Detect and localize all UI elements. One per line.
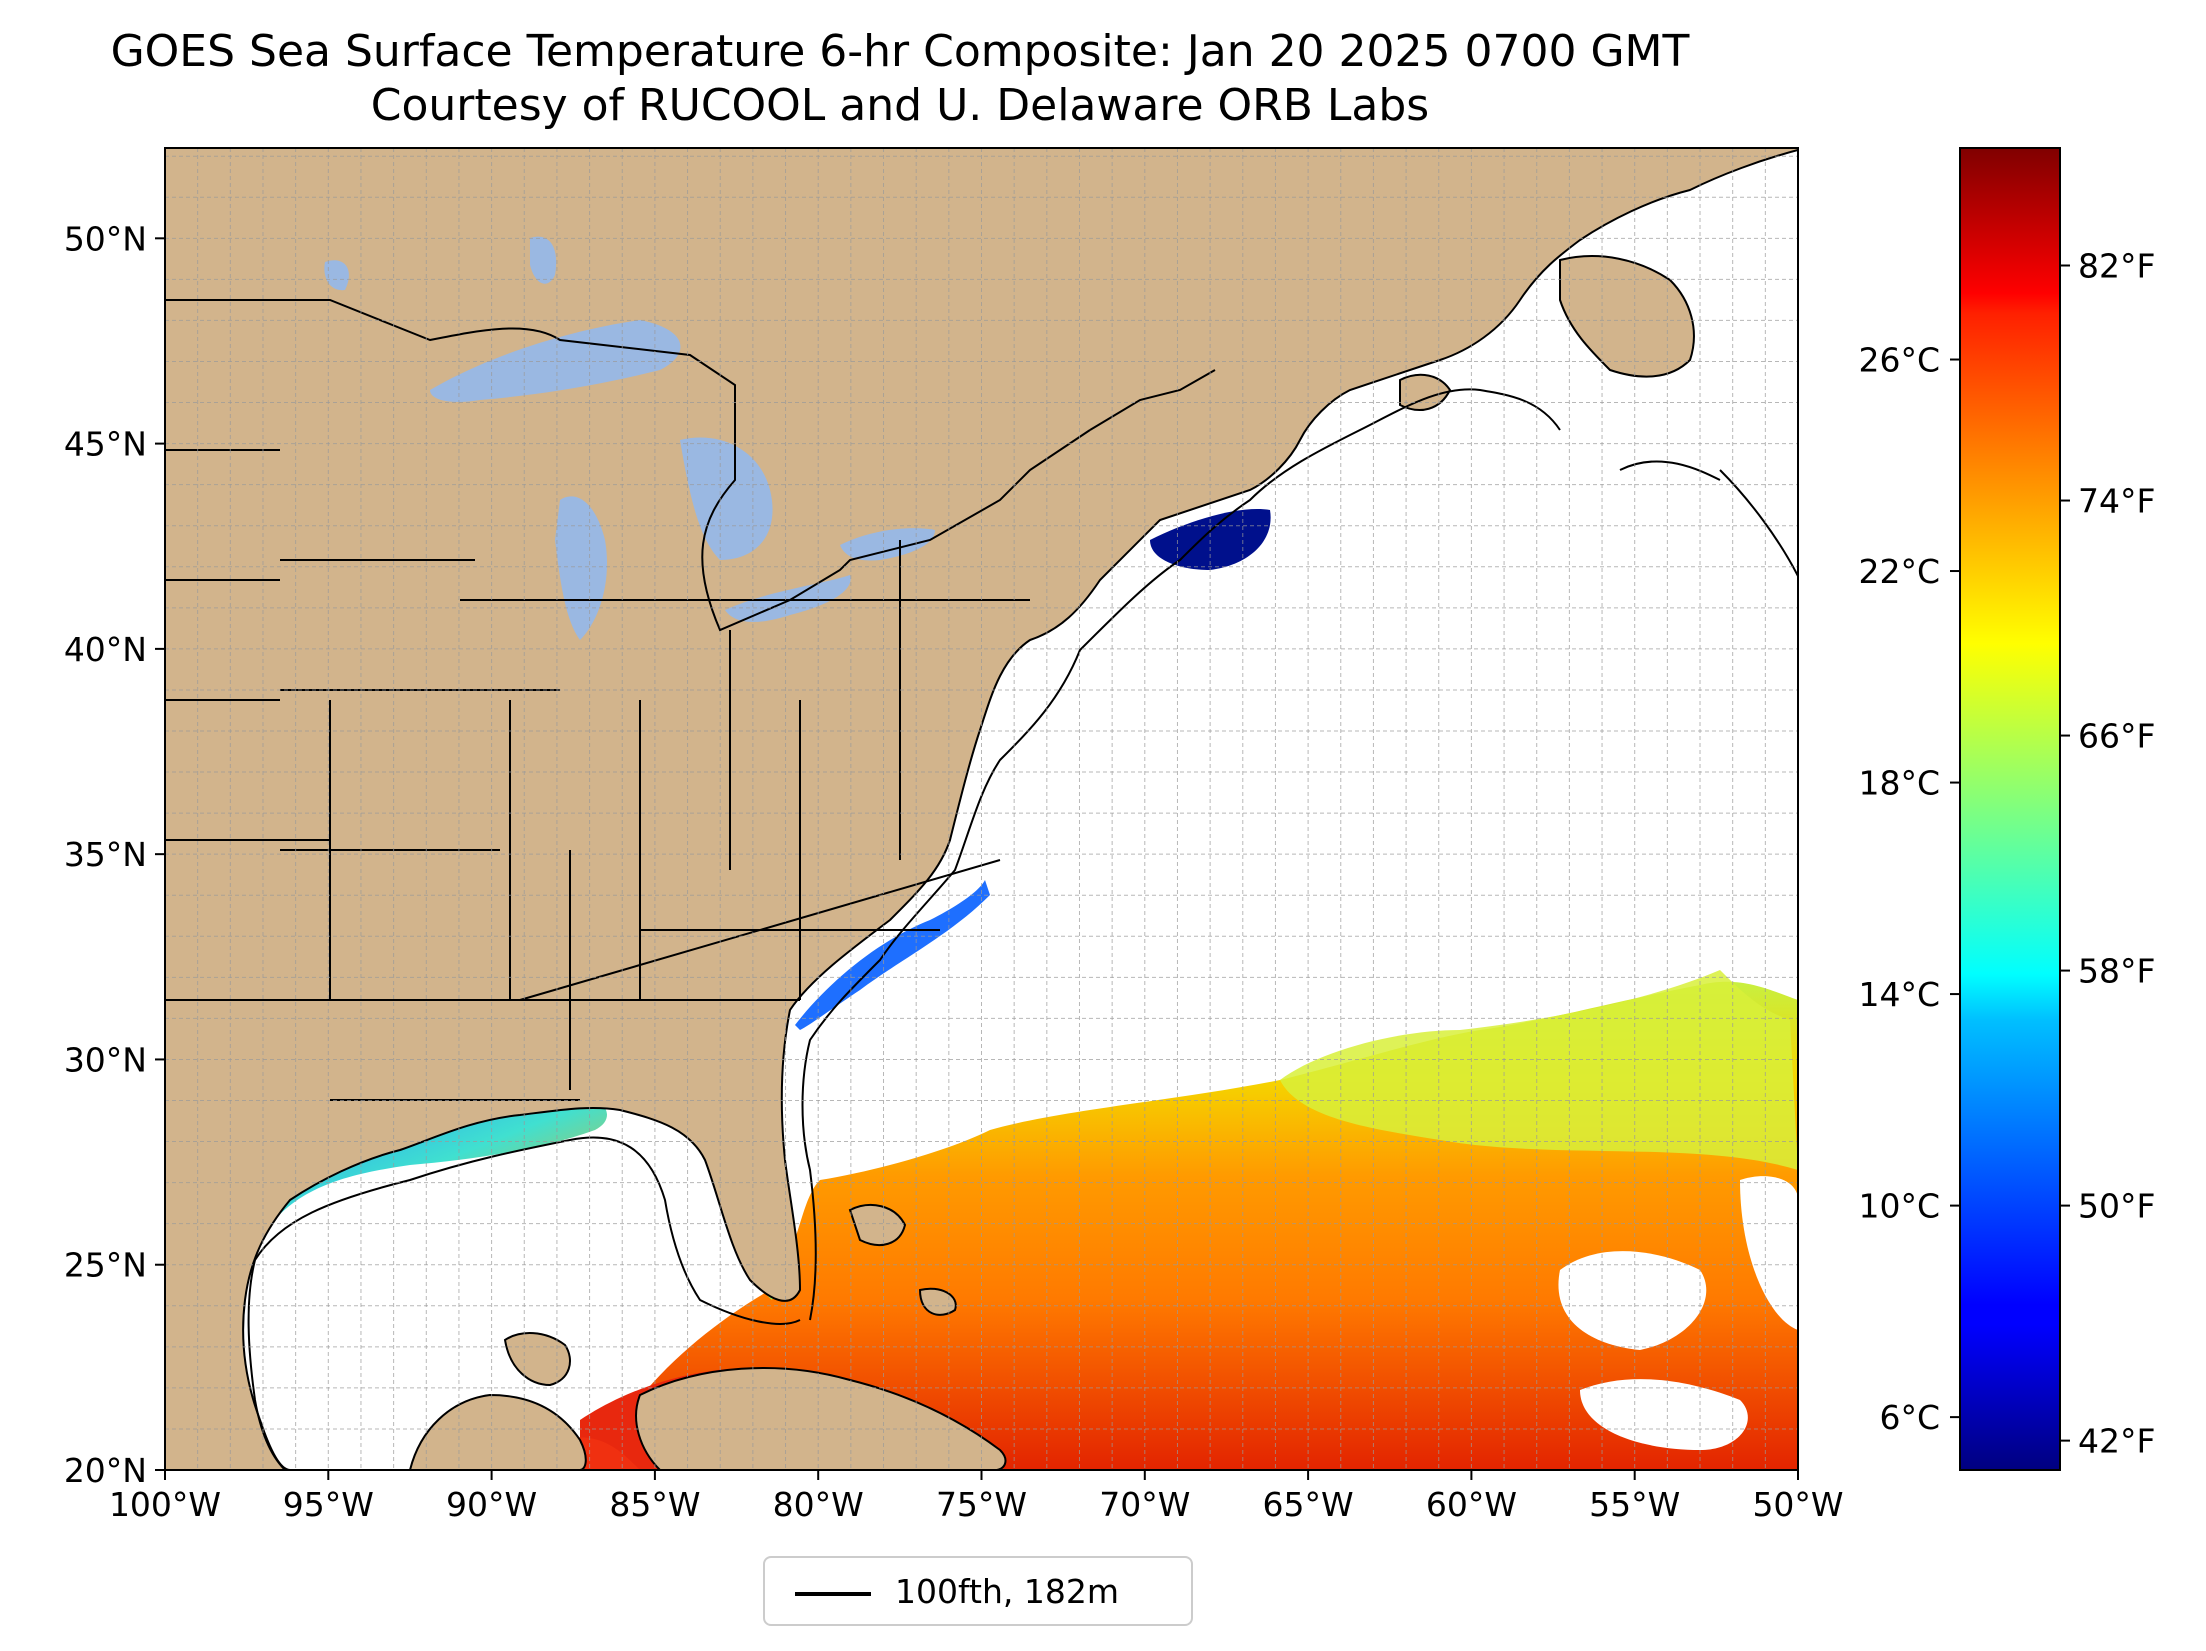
north-america-land: [165, 148, 1798, 1470]
celsius-tick-label: 18°C: [1858, 764, 1940, 803]
yucatan-land: [408, 1393, 587, 1470]
y-tick-label: 50°N: [64, 219, 147, 258]
celsius-tick-label: 14°C: [1858, 975, 1940, 1014]
map-title: GOES Sea Surface Temperature 6-hr Compos…: [110, 26, 1690, 77]
cloud-gap: [1580, 1379, 1748, 1450]
lake-ontario: [840, 528, 935, 561]
legend-isobath-swatch: [795, 1592, 871, 1596]
map-legend: 100fth, 182m: [763, 1556, 1193, 1626]
x-tick-label: 80°W: [773, 1485, 864, 1524]
x-tick-label: 50°W: [1752, 1485, 1843, 1524]
se-coast-sst: [795, 880, 990, 1030]
fahrenheit-tick-label: 58°F: [2078, 952, 2155, 991]
cloud-gap: [1558, 1251, 1707, 1350]
yucatan-peninsula-land: [503, 1332, 571, 1387]
subtropical-yellow-sst: [1280, 970, 1798, 1170]
bahamas-land: [848, 1204, 907, 1246]
cuba-land: [635, 1367, 1007, 1470]
x-tick-label: 100°W: [109, 1485, 221, 1524]
x-tick-label: 95°W: [283, 1485, 374, 1524]
us-canada-border: [165, 299, 1091, 632]
fahrenheit-tick-label: 82°F: [2078, 247, 2155, 286]
lake-erie: [725, 575, 851, 622]
cloud-gap: [1740, 1176, 1798, 1330]
lakes-layer: [324, 236, 935, 640]
lake-superior: [430, 320, 681, 402]
maine-border: [1089, 369, 1216, 431]
lake-of-the-woods: [324, 260, 349, 291]
fahrenheit-tick-label: 74°F: [2078, 482, 2155, 521]
y-tick-label: 20°N: [64, 1451, 147, 1490]
gulf-of-maine-cold-sst: [1150, 509, 1271, 570]
cape-breton-land: [1399, 373, 1452, 411]
y-tick-label: 45°N: [64, 425, 147, 464]
fahrenheit-tick-label: 42°F: [2078, 1422, 2155, 1461]
isobath-100fth: [247, 388, 1798, 1470]
x-tick-label: 90°W: [446, 1485, 537, 1524]
graticule-grid: [165, 148, 1798, 1470]
state-borders: [165, 449, 1030, 1101]
fahrenheit-tick-label: 66°F: [2078, 717, 2155, 756]
bahamas-land: [918, 1287, 957, 1316]
colorbar-gradient: [1959, 147, 2061, 1471]
gulf-coastal-sst: [245, 1095, 607, 1240]
y-tick-label: 25°N: [64, 1246, 147, 1285]
x-tick-label: 70°W: [1099, 1485, 1190, 1524]
celsius-tick-label: 10°C: [1858, 1187, 1940, 1226]
x-tick-label: 60°W: [1426, 1485, 1517, 1524]
lake-nipigon: [530, 236, 557, 284]
newfoundland-land: [1559, 255, 1695, 378]
temperature-colorbar: 6°C 10°C 14°C 18°C 22°C 26°C 42°F 50°F 58°F 66°F 7…: [1858, 147, 2155, 1471]
x-tick-label: 65°W: [1263, 1485, 1354, 1524]
atlantic-isobath-line: [801, 388, 1561, 1321]
map-subtitle: Courtesy of RUCOOL and U. Delaware ORB L…: [370, 80, 1430, 131]
legend-isobath-label: 100fth, 182m: [895, 1572, 1119, 1611]
gulf-isobath-line: [247, 1136, 801, 1470]
celsius-tick-label: 6°C: [1879, 1398, 1940, 1437]
colorbar-ticks: 6°C 10°C 14°C 18°C 22°C 26°C 42°F 50°F 58°F 66°F 7…: [1858, 247, 2155, 1461]
x-tick-label: 75°W: [936, 1485, 1027, 1524]
lake-huron: [680, 437, 773, 560]
borders-layer: [165, 299, 1216, 1101]
land-layer: [165, 148, 1798, 1470]
x-tick-label: 85°W: [609, 1485, 700, 1524]
shelf-isobath-line: [1619, 460, 1721, 481]
celsius-tick-label: 26°C: [1858, 341, 1940, 380]
fahrenheit-tick-label: 50°F: [2078, 1187, 2155, 1226]
y-tick-label: 35°N: [64, 835, 147, 874]
y-tick-label: 40°N: [64, 630, 147, 669]
lake-michigan: [555, 496, 608, 640]
celsius-tick-label: 22°C: [1858, 552, 1940, 591]
map-axis-ticks: 100°W 95°W 90°W 85°W 80°W 75°W 70°W 65°W 60°W 55°…: [64, 219, 1844, 1524]
x-tick-label: 55°W: [1589, 1485, 1680, 1524]
y-tick-label: 30°N: [64, 1040, 147, 1079]
